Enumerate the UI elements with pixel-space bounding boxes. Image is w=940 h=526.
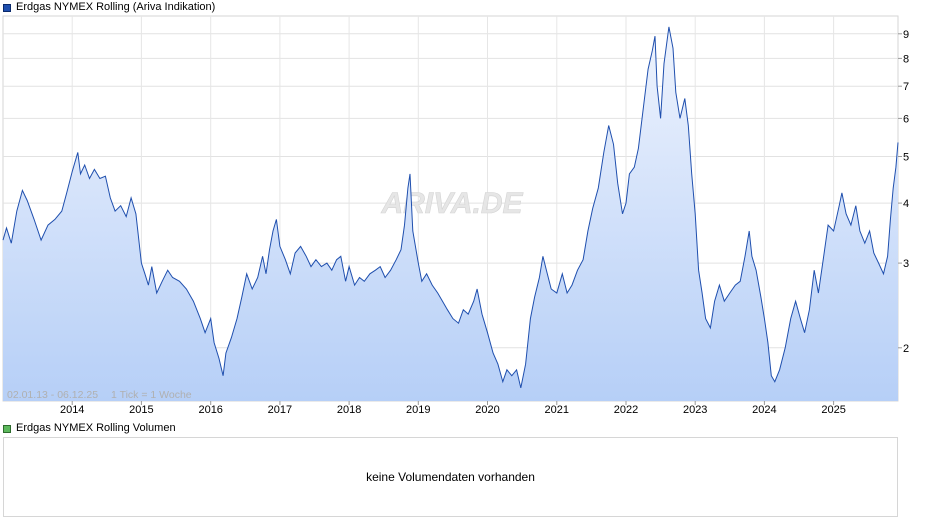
x-tick-label: 2024 <box>752 404 776 416</box>
x-tick-label: 2020 <box>475 404 499 416</box>
price-area <box>3 26 898 402</box>
y-tick-label: 5 <box>903 152 909 164</box>
y-tick-label: 4 <box>903 198 909 210</box>
x-tick-label: 2025 <box>821 404 845 416</box>
x-tick-label: 2014 <box>60 404 84 416</box>
volume-legend-label: Erdgas NYMEX Rolling Volumen <box>16 422 176 434</box>
y-tick-label: 3 <box>903 258 909 270</box>
y-tick-label: 7 <box>903 81 909 93</box>
date-range: 02.01.13 - 06.12.25 <box>7 389 98 401</box>
x-tick-label: 2016 <box>198 404 222 416</box>
x-tick-label: 2022 <box>614 404 638 416</box>
x-tick-label: 2017 <box>268 404 292 416</box>
x-tick-label: 2018 <box>337 404 361 416</box>
volume-empty-message: keine Volumendaten vorhanden <box>366 470 535 484</box>
watermark: ARIVA.DE <box>380 187 523 220</box>
tick-info: 1 Tick = 1 Woche <box>111 389 192 401</box>
price-line <box>2 26 899 389</box>
y-tick-label: 9 <box>903 29 909 41</box>
x-tick-label: 2023 <box>683 404 707 416</box>
y-axis-ticks: 2 3 4 5 6 7 8 9 <box>898 29 909 355</box>
volume-legend-swatch <box>3 424 11 433</box>
price-legend-label: Erdgas NYMEX Rolling (Ariva Indikation) <box>16 1 216 13</box>
price-legend-swatch <box>3 3 11 12</box>
x-axis-ticks: 2014 2015 2016 2017 2018 2019 2020 2021 2022 2023… <box>60 401 846 416</box>
price-legend: Erdgas NYMEX Rolling (Ariva Indikation) <box>3 1 215 14</box>
y-tick-label: 8 <box>903 53 909 65</box>
date-range-info: 02.01.13 - 06.12.25 1 Tick = 1 Woche <box>7 389 192 401</box>
y-tick-label: 6 <box>903 113 909 125</box>
y-tick-label: 2 <box>903 343 909 355</box>
volume-panel: keine Volumendaten vorhanden <box>3 437 898 517</box>
x-tick-label: 2015 <box>129 404 153 416</box>
volume-legend: Erdgas NYMEX Rolling Volumen <box>3 422 176 435</box>
x-tick-label: 2019 <box>406 404 430 416</box>
x-tick-label: 2021 <box>545 404 569 416</box>
